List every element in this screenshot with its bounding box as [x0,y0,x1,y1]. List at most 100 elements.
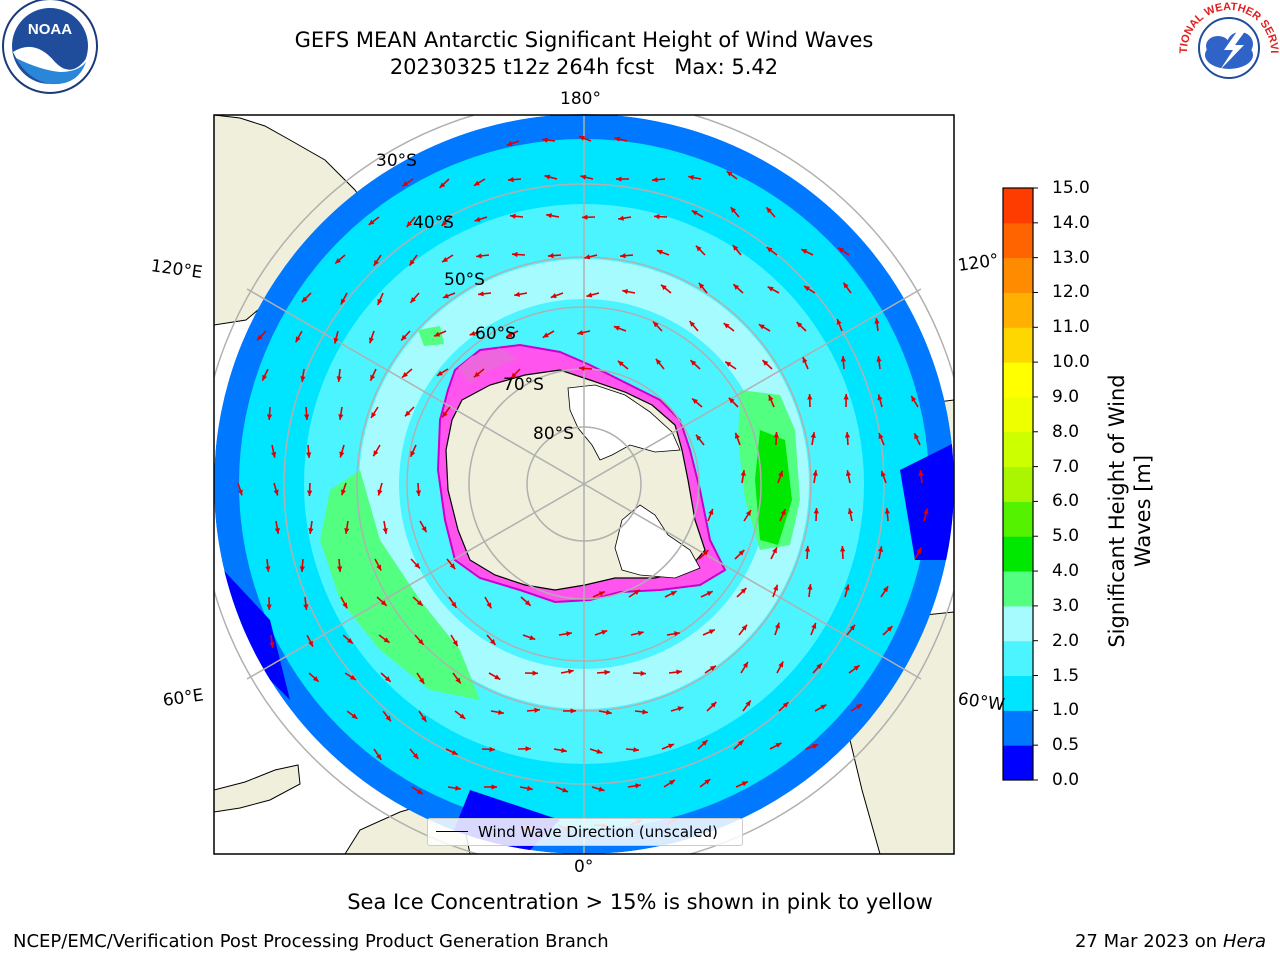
wind-arrow-head [489,639,496,645]
wind-arrow-head [534,707,540,713]
wind-arrow-head [344,528,350,534]
graticule [214,115,954,854]
colorbar-segment [1003,396,1033,433]
wind-arrow-head [336,376,342,382]
lat-label-80s: 80°S [533,424,574,444]
wind-arrow-head [802,357,808,364]
wind-arrow-head [689,321,696,327]
wind-arrow-head [741,781,748,787]
wind-arrow-head [442,256,449,263]
colorbar-tick-label: 11.0 [1052,317,1090,338]
wind-arrow-head [598,786,605,792]
colorbar-tick-label: 5.0 [1052,526,1080,547]
wind-arrow-head [303,604,309,610]
wind-arrow-head [622,289,629,295]
wind-arrow-head [578,135,585,141]
wind-arrow-head [741,624,748,631]
wind-arrow-head [738,549,745,556]
wind-arrow-head [878,433,884,439]
wind-arrow-head [820,704,827,710]
wind-arrow-head [660,284,667,291]
wind-arrow-head [877,546,884,553]
wind-arrow-head [473,371,480,378]
lon-label-0: 0° [574,857,594,877]
wind-arrow-head [613,325,620,331]
wind-arrow-head [579,365,585,372]
wind-arrow-head [494,674,501,680]
footer-date-text: 27 Mar 2023 on [1074,931,1218,952]
wind-arrow-head [845,470,852,477]
wind-arrow-head [414,562,420,569]
colorbar-tick-label: 1.0 [1052,700,1080,721]
noaa-logo: NOAA [2,0,98,94]
wind-arrow-head [778,470,784,477]
wind-arrow-head [604,669,610,675]
wind-arrows [237,135,929,831]
wind-arrow-head [586,292,593,298]
colorbar-segment [1003,710,1033,746]
colorbar-tick-label: 0.0 [1052,770,1080,790]
wind-arrow-head [274,528,280,534]
colorbar-segment [1003,675,1033,711]
wind-arrow-head [377,298,383,305]
wind-arrow-head [778,661,784,668]
wind-arrow-head [300,376,306,382]
wind-arrow-head [257,334,263,341]
map-legend: Wind Wave Direction (unscaled) [427,818,743,846]
wind-arrow-head [476,253,482,259]
wind-arrow-head [439,182,446,188]
wind-arrow-head [510,372,517,379]
wind-arrow-head [734,432,740,439]
wind-arrow-head [674,631,680,637]
wind-arrow-head [698,282,705,289]
wind-arrow-head [455,785,461,791]
wind-arrow-head [416,600,423,606]
wind-arrow-head [416,788,423,795]
colorbar-segment [1003,327,1033,363]
colorbar-tick-label: 13.0 [1052,247,1090,268]
wind-arrow-head [874,318,880,324]
wind-arrow-head [653,321,659,328]
wind-arrow-head [767,286,774,292]
lat-label-50s: 50°S [444,270,485,290]
map [213,114,955,855]
wind-arrow-head [380,600,387,606]
colorbar-segment [1003,431,1033,468]
wind-arrow-head [351,713,358,719]
wind-arrow-head [620,253,626,259]
wind-arrow-head [633,589,640,596]
wind-arrow-head [301,296,308,303]
colorbar-segment [1003,222,1033,259]
wind-arrow-head [882,586,889,593]
footer-host: Hera [1222,931,1266,952]
colorbar-tick-label: 14.0 [1052,212,1090,233]
wind-arrow-head [561,747,567,753]
wind-arrow-head [690,360,697,366]
wind-arrow-head [434,331,441,337]
wind-arrow-head [745,510,751,516]
colorbar-segment [1003,605,1033,642]
wind-arrow-head [271,451,277,458]
wind-arrow-head [421,526,427,533]
wind-arrow-head [377,489,383,496]
wind-arrow-head [333,337,339,344]
wind-arrow-head [804,546,811,552]
colorbar-segment [1003,362,1033,398]
wind-arrow-head [688,174,695,181]
wind-arrow-head [740,588,747,594]
nws-logo-text: NATIONAL WEATHER SERVICE [0,0,1280,54]
wind-arrow-head [373,450,379,457]
legend-label: Wind Wave Direction (unscaled) [478,823,718,841]
wind-arrow-head [335,258,341,264]
wind-arrow-head [273,489,279,496]
colorbar-tick-label: 6.0 [1052,491,1080,512]
wind-arrow-head [567,668,574,675]
wind-arrow-head [844,584,850,591]
wind-arrow-head [618,215,624,221]
wind-arrow-head [406,221,413,227]
wind-arrow-head [376,564,382,571]
wind-arrow-head [544,174,551,180]
wind-arrow-head [562,787,569,793]
wind-arrow-head [489,746,495,752]
